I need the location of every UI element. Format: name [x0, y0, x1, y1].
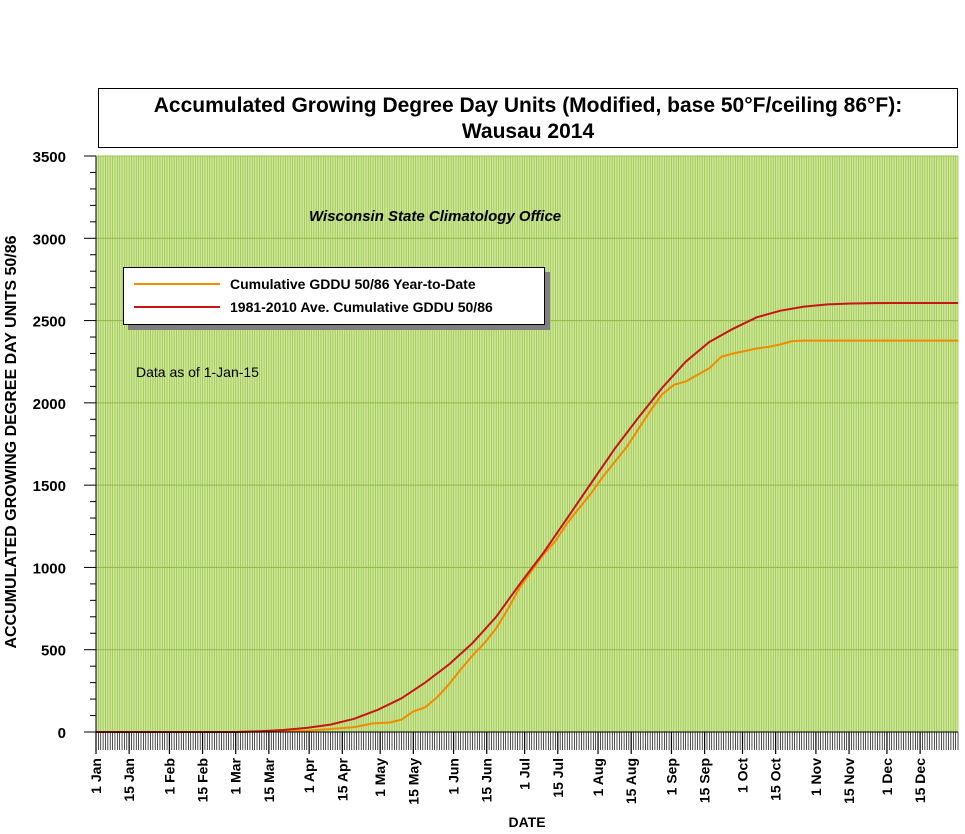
y-tick-label: 0 [58, 725, 66, 742]
x-tick-label: 15 Mar [261, 757, 277, 802]
x-tick-label: 15 Nov [841, 758, 857, 804]
y-tick-label: 500 [41, 643, 66, 660]
x-tick-label: 1 Aug [590, 758, 606, 796]
y-tick-label: 3500 [33, 149, 66, 166]
y-tick-label: 1000 [33, 560, 66, 577]
x-tick-label: 1 Sep [663, 758, 679, 795]
x-tick-label: 15 Jan [121, 758, 137, 802]
vertical-gridlines [95, 156, 959, 732]
legend-swatch-average [134, 306, 220, 308]
x-tick-label: 1 Jun [446, 758, 462, 795]
series-average [96, 302, 958, 733]
legend-entry-ytd: Cumulative GDDU 50/86 Year-to-Date [134, 274, 476, 294]
y-axis-ticks: 0 500 1000 1500 2000 2500 3000 3500 [33, 149, 96, 742]
chart-title-line2: Wausau 2014 [461, 120, 595, 143]
data-date-note: Data as of 1-Jan-15 [136, 364, 259, 380]
x-tick-label: 15 Dec [912, 758, 928, 803]
y-tick-label: 2500 [33, 314, 66, 331]
chart-title: Accumulated Growing Degree Day Units (Mo… [98, 88, 958, 148]
y-tick-label: 3000 [33, 231, 66, 248]
chart-title-line1: Accumulated Growing Degree Day Units (Mo… [153, 94, 903, 117]
legend-swatch-ytd [134, 283, 220, 285]
legend-label-ytd: Cumulative GDDU 50/86 Year-to-Date [230, 276, 476, 292]
x-tick-label: 15 Jun [479, 758, 495, 802]
x-axis-ticks: 1 Jan 15 Jan 1 Feb 15 Feb 1 Mar 15 Mar 1 Apr 15… [88, 732, 959, 805]
x-tick-label: 1 Nov [808, 758, 824, 796]
x-tick-label: 1 Jul [517, 758, 533, 790]
y-tick-label: 2000 [33, 396, 66, 413]
x-axis-label: DATE [508, 814, 546, 830]
legend-entry-average: 1981-2010 Ave. Cumulative GDDU 50/86 [134, 297, 493, 317]
x-tick-label: 15 May [405, 758, 421, 805]
x-tick-label: 15 Apr [334, 757, 350, 801]
y-tick-label: 1500 [33, 478, 66, 495]
legend: Cumulative GDDU 50/86 Year-to-Date 1981-… [123, 267, 545, 325]
x-tick-label: 1 Mar [228, 757, 244, 794]
y-axis-label: ACCUMULATED GROWING DEGREE DAY UNITS 50/… [3, 235, 20, 649]
series-layer [96, 302, 958, 733]
x-tick-label: 1 Jan [88, 758, 104, 794]
x-tick-label: 1 May [372, 758, 388, 797]
series-ytd [96, 339, 958, 733]
x-tick-label: 1 Apr [301, 757, 317, 793]
chart-subtitle: Wisconsin State Climatology Office [309, 208, 562, 225]
series-line-ytd [96, 339, 958, 733]
x-tick-label: 15 Jul [550, 758, 566, 798]
x-tick-label: 1 Oct [735, 758, 751, 793]
x-tick-label: 1 Dec [879, 758, 895, 796]
x-tick-label: 15 Sep [697, 758, 713, 803]
legend-label-average: 1981-2010 Ave. Cumulative GDDU 50/86 [230, 299, 493, 315]
x-tick-label: 15 Oct [768, 758, 784, 801]
x-tick-label: 15 Feb [195, 758, 211, 802]
x-tick-label: 1 Feb [161, 758, 177, 795]
x-tick-label: 15 Aug [623, 758, 639, 804]
series-line-average [96, 302, 958, 733]
